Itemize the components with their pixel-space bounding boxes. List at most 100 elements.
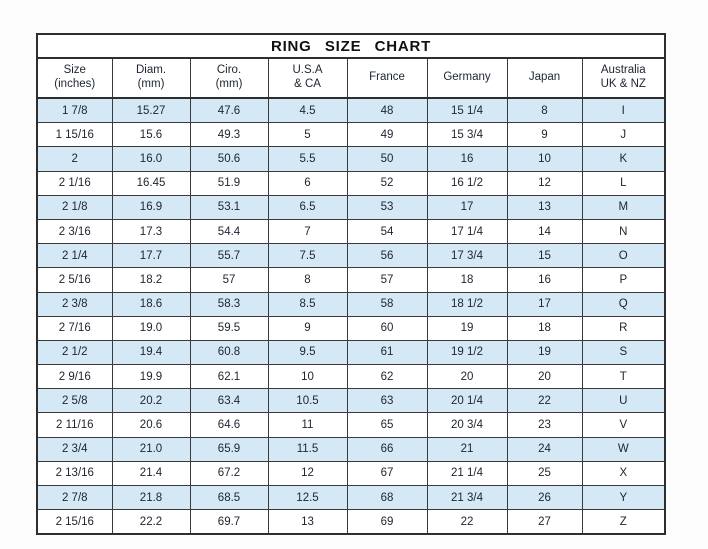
table-cell: 58.3 bbox=[189, 291, 269, 317]
table-cell: 20 bbox=[506, 364, 583, 390]
table-cell: 17 3/4 bbox=[426, 243, 508, 269]
table-cell: 57 bbox=[189, 267, 269, 293]
table-cell: 23 bbox=[506, 412, 583, 438]
table-cell: 19.0 bbox=[111, 315, 191, 341]
table-cell: 55.7 bbox=[189, 243, 269, 269]
table-cell: 13 bbox=[267, 509, 348, 535]
table-cell: 2 15/16 bbox=[36, 509, 113, 535]
table-cell: 2 3/8 bbox=[36, 291, 113, 317]
table-row: 2 1/8 16.9 53.1 6.5 53 17 13 M bbox=[36, 194, 666, 220]
table-row: 2 7/8 21.8 68.5 12.5 68 21 3/4 26 Y bbox=[36, 484, 666, 511]
table-row: 2 5/16 18.2 57 8 57 18 16 P bbox=[36, 267, 666, 293]
table-cell: 5 bbox=[267, 122, 348, 148]
table-cell: 18 bbox=[426, 267, 508, 293]
table-cell: 57 bbox=[346, 267, 428, 293]
table-cell: 21 3/4 bbox=[426, 484, 508, 511]
table-cell: 2 1/16 bbox=[36, 170, 113, 196]
table-cell: 12.5 bbox=[267, 484, 348, 511]
table-cell: 60.8 bbox=[189, 339, 269, 366]
table-cell: 54 bbox=[346, 218, 428, 245]
table-row: 2 1/16 16.45 51.9 6 52 16 1/2 12 L bbox=[36, 170, 666, 196]
table-cell: 8 bbox=[506, 97, 583, 124]
table-cell: 16 1/2 bbox=[426, 170, 508, 196]
table-cell: 67.2 bbox=[189, 460, 269, 487]
table-cell: 2 1/2 bbox=[36, 339, 113, 366]
table-cell: 69.7 bbox=[189, 509, 269, 535]
table-cell: 12 bbox=[506, 170, 583, 196]
table-row: 2 15/16 22.2 69.7 13 69 22 27 Z bbox=[36, 509, 666, 535]
table-row: 2 7/16 19.0 59.5 9 60 19 18 R bbox=[36, 315, 666, 341]
table-cell: 60 bbox=[346, 315, 428, 341]
table-cell: 17 bbox=[426, 194, 508, 220]
table-cell: 18 1/2 bbox=[426, 291, 508, 317]
column-header-japan: Japan bbox=[506, 57, 583, 99]
table-cell: 21.8 bbox=[111, 484, 191, 511]
table-cell: 22.2 bbox=[111, 509, 191, 535]
table-cell: 62.1 bbox=[189, 364, 269, 390]
table-cell: 53.1 bbox=[189, 194, 269, 220]
table-cell: K bbox=[581, 146, 666, 172]
table-row: 2 16.0 50.6 5.5 50 16 10 K bbox=[36, 146, 666, 172]
table-cell: 2 3/16 bbox=[36, 218, 113, 245]
table-cell: 13 bbox=[506, 194, 583, 220]
table-cell: 18.6 bbox=[111, 291, 191, 317]
table-cell: 56 bbox=[346, 243, 428, 269]
table-cell: 2 13/16 bbox=[36, 460, 113, 487]
table-cell: 22 bbox=[506, 388, 583, 414]
table-cell: 53 bbox=[346, 194, 428, 220]
table-cell: 1 15/16 bbox=[36, 122, 113, 148]
table-cell: R bbox=[581, 315, 666, 341]
table-cell: 15 bbox=[506, 243, 583, 269]
table-cell: U bbox=[581, 388, 666, 414]
table-cell: 11 bbox=[267, 412, 348, 438]
table-cell: 9 bbox=[267, 315, 348, 341]
table-cell: 64.6 bbox=[189, 412, 269, 438]
table-cell: 9 bbox=[506, 122, 583, 148]
table-row: 2 3/16 17.3 54.4 7 54 17 1/4 14 N bbox=[36, 218, 666, 245]
table-cell: 17 1/4 bbox=[426, 218, 508, 245]
table-cell: 59.5 bbox=[189, 315, 269, 341]
table-cell: 2 3/4 bbox=[36, 436, 113, 462]
table-row: 2 1/2 19.4 60.8 9.5 61 19 1/2 19 S bbox=[36, 339, 666, 366]
table-cell: 68.5 bbox=[189, 484, 269, 511]
table-cell: 2 1/4 bbox=[36, 243, 113, 269]
table-cell: 10 bbox=[267, 364, 348, 390]
table-cell: 10 bbox=[506, 146, 583, 172]
table-cell: 16.9 bbox=[111, 194, 191, 220]
column-header-size-inches: Size (inches) bbox=[36, 57, 113, 99]
table-cell: L bbox=[581, 170, 666, 196]
table-cell: 19.4 bbox=[111, 339, 191, 366]
table-row: 2 1/4 17.7 55.7 7.5 56 17 3/4 15 O bbox=[36, 243, 666, 269]
table-cell: 2 9/16 bbox=[36, 364, 113, 390]
table-row: 2 13/16 21.4 67.2 12 67 21 1/4 25 X bbox=[36, 460, 666, 487]
table-cell: 21.4 bbox=[111, 460, 191, 487]
table-row: 2 9/16 19.9 62.1 10 62 20 20 T bbox=[36, 364, 666, 390]
table-cell: 68 bbox=[346, 484, 428, 511]
table-cell: P bbox=[581, 267, 666, 293]
table-cell: 9.5 bbox=[267, 339, 348, 366]
table-cell: 17 bbox=[506, 291, 583, 317]
table-body: 1 7/8 15.27 47.6 4.5 48 15 1/4 8 I 1 15/16 15.6 49… bbox=[36, 97, 666, 535]
table-cell: I bbox=[581, 97, 666, 124]
column-header-usa-ca: U.S.A & CA bbox=[267, 57, 348, 99]
ring-size-chart-table: RING SIZE CHART Size (inches) Diam. (mm)… bbox=[36, 33, 667, 536]
table-cell: 65.9 bbox=[189, 436, 269, 462]
table-cell: 26 bbox=[506, 484, 583, 511]
table-cell: 20 3/4 bbox=[426, 412, 508, 438]
table-cell: 16 bbox=[426, 146, 508, 172]
table-cell: 62 bbox=[346, 364, 428, 390]
table-cell: 63.4 bbox=[189, 388, 269, 414]
table-cell: Y bbox=[581, 484, 666, 511]
table-cell: 20 1/4 bbox=[426, 388, 508, 414]
table-cell: 27 bbox=[506, 509, 583, 535]
table-cell: O bbox=[581, 243, 666, 269]
table-cell: 22 bbox=[426, 509, 508, 535]
table-cell: 54.4 bbox=[189, 218, 269, 245]
table-cell: 7.5 bbox=[267, 243, 348, 269]
table-row: 2 3/4 21.0 65.9 11.5 66 21 24 W bbox=[36, 436, 666, 462]
table-cell: 2 7/16 bbox=[36, 315, 113, 341]
table-cell: 12 bbox=[267, 460, 348, 487]
table-cell: 20 bbox=[426, 364, 508, 390]
table-cell: 25 bbox=[506, 460, 583, 487]
table-cell: 19 bbox=[426, 315, 508, 341]
